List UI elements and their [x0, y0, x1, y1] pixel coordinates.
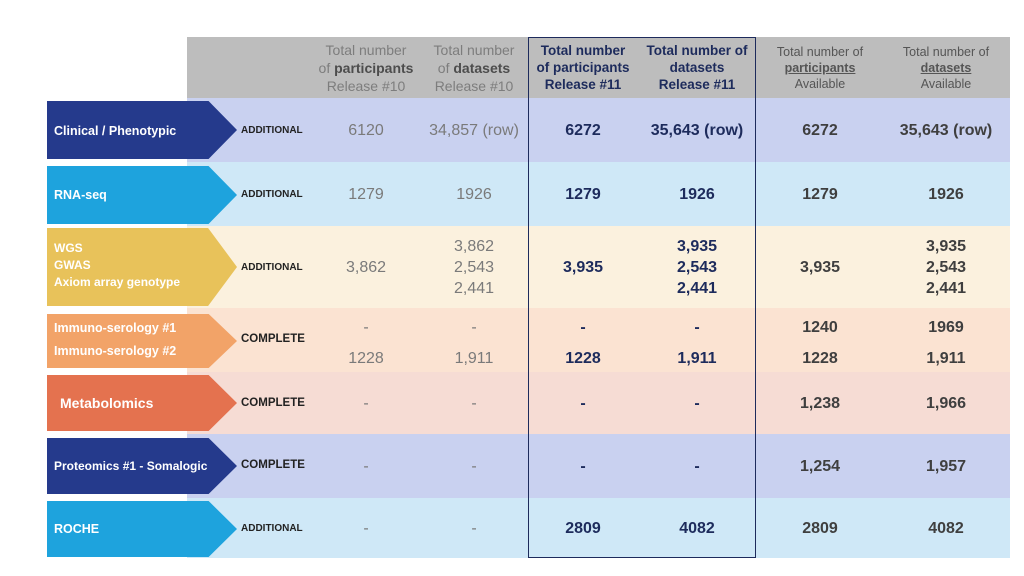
cell-roche-av-p: 2809: [802, 519, 838, 537]
cell-immuno1-av-d: 1969: [928, 318, 964, 336]
cell-rnaseq-r11-p: 1279: [565, 185, 601, 203]
cell-clinical-r11-p: 6272: [565, 121, 601, 139]
cell-genomics-av-p: 3,935: [799, 258, 841, 276]
cell-clinical-r10-p: 6120: [348, 121, 384, 139]
status-genomics: ADDITIONAL: [241, 262, 303, 273]
cell-rnaseq-av-d: 1926: [928, 185, 964, 203]
row-label-rnaseq: RNA-seq: [54, 188, 107, 202]
header-available-datasets: Total number of datasets Available: [902, 44, 990, 91]
cell-immuno1-r11-d: -: [694, 318, 700, 336]
row-label-roche: ROCHE: [54, 522, 100, 536]
cell-roche-av-d: 4082: [928, 519, 964, 537]
row-label-genomics: WGS GWAS Axiom array genotype: [54, 241, 181, 289]
cell-immuno1-r11-p: -: [580, 318, 586, 336]
cell-genomics-r11-p: 3,935: [562, 258, 604, 276]
cell-clinical-av-p: 6272: [802, 121, 838, 139]
row-label-immuno-1: Immuno-serology #1: [54, 321, 177, 335]
arrow-rnaseq: [47, 166, 237, 224]
status-immuno: COMPLETE: [241, 333, 305, 345]
header-available-participants: Total number of participants Available: [776, 44, 864, 91]
cell-immuno2-av-d: 1,911: [926, 349, 966, 367]
cell-genomics-r10-d: 3,862 2,543 2,441: [453, 237, 495, 297]
header-r10-datasets: Total number of datasets Release #10: [433, 41, 515, 94]
cell-metabolomics-av-d: 1,966: [925, 394, 967, 412]
cell-immuno2-r10-d: 1,911: [454, 349, 494, 367]
header-r11-datasets: Total number of datasets Release #11: [646, 43, 748, 92]
row-label-immuno-2: Immuno-serology #2: [54, 344, 177, 358]
cell-immuno2-r10-p: 1228: [348, 349, 384, 367]
cell-immuno1-r10-d: -: [471, 318, 477, 336]
arrow-roche: [47, 501, 237, 557]
cell-metabolomics-r11-p: -: [580, 394, 586, 412]
arrow-immuno: [47, 314, 237, 368]
cell-proteomics-r11-p: -: [580, 457, 586, 475]
cell-clinical-av-d: 35,643 (row): [899, 121, 993, 139]
header-r10-participants: Total number of participants Release #10: [318, 41, 414, 94]
cell-immuno2-av-p: 1228: [802, 349, 838, 367]
row-label-metabolomics: Metabolomics: [60, 395, 154, 411]
table-row-roche: [187, 498, 1010, 558]
table-row-clinical: [187, 98, 1010, 162]
cell-proteomics-r11-d: -: [694, 457, 700, 475]
arrow-metabolomics: [47, 375, 237, 431]
table-header: [187, 37, 1010, 98]
cell-proteomics-av-d: 1,957: [925, 457, 967, 475]
cell-roche-r10-d: -: [471, 519, 477, 537]
cell-clinical-r11-d: 35,643 (row): [650, 121, 744, 139]
cell-metabolomics-r11-d: -: [694, 394, 700, 412]
cell-metabolomics-av-p: 1,238: [799, 394, 841, 412]
cell-rnaseq-av-p: 1279: [802, 185, 838, 203]
status-proteomics: COMPLETE: [241, 459, 305, 471]
row-label-proteomics: Proteomics #1 - Somalogic: [54, 459, 208, 473]
cell-immuno2-r11-d: 1,911: [677, 349, 717, 367]
arrow-proteomics: [47, 438, 237, 494]
table-row-metabolomics: [187, 372, 1010, 434]
cell-genomics-av-d: 3,935 2,543 2,441: [925, 237, 967, 297]
cell-metabolomics-r10-d: -: [471, 394, 477, 412]
cell-clinical-r10-d: 34,857 (row): [429, 121, 519, 139]
cell-rnaseq-r10-d: 1926: [456, 185, 492, 203]
arrow-clinical: [47, 101, 237, 159]
row-label-clinical: Clinical / Phenotypic: [54, 124, 177, 138]
status-metabolomics: COMPLETE: [241, 397, 305, 409]
cell-proteomics-r10-p: -: [363, 457, 369, 475]
cell-roche-r11-d: 4082: [679, 519, 715, 537]
header-r11-participants: Total number of participants Release #11: [536, 43, 630, 92]
cell-immuno1-av-p: 1240: [802, 318, 838, 336]
cell-rnaseq-r10-p: 1279: [348, 185, 384, 203]
cell-genomics-r10-p: 3,862: [345, 258, 387, 276]
table-row-rnaseq: [187, 162, 1010, 226]
cell-rnaseq-r11-d: 1926: [679, 185, 715, 203]
cell-metabolomics-r10-p: -: [363, 394, 369, 412]
table-row-genomics: [187, 226, 1010, 308]
cell-immuno1-r10-p: -: [363, 318, 369, 336]
status-rnaseq: ADDITIONAL: [241, 189, 303, 200]
status-clinical: ADDITIONAL: [241, 125, 303, 136]
cell-genomics-r11-d: 3,935 2,543 2,441: [676, 237, 718, 297]
cell-roche-r11-p: 2809: [565, 519, 601, 537]
cell-immuno2-r11-p: 1228: [565, 349, 601, 367]
cell-roche-r10-p: -: [363, 519, 369, 537]
arrow-genomics: [47, 228, 237, 306]
cell-proteomics-r10-d: -: [471, 457, 477, 475]
status-roche: ADDITIONAL: [241, 523, 303, 534]
table-row-immuno: [187, 308, 1010, 372]
cell-proteomics-av-p: 1,254: [799, 457, 841, 475]
table-row-proteomics: [187, 434, 1010, 498]
